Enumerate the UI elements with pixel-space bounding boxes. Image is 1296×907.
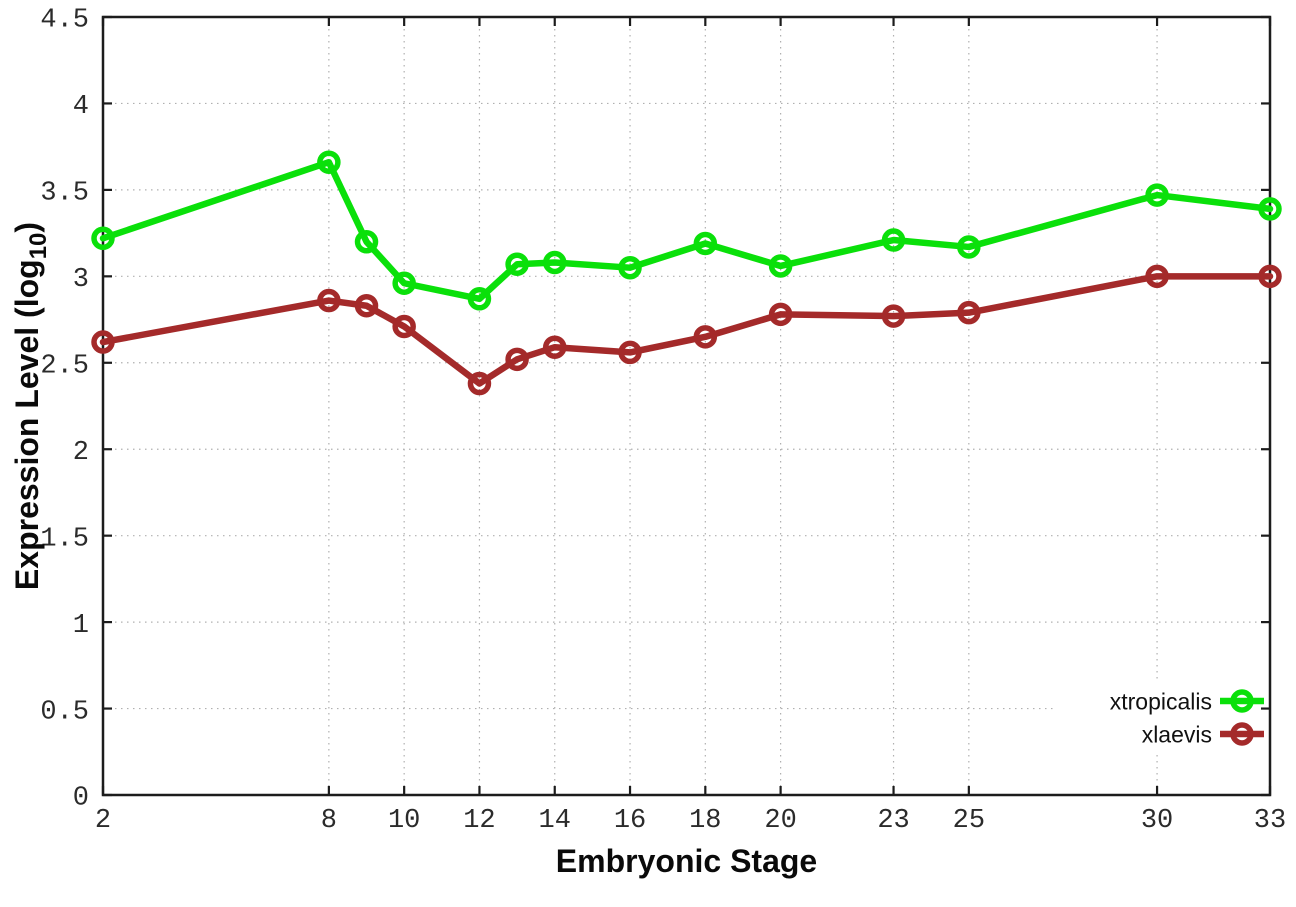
data-point-xlaevis-stage-33 bbox=[1258, 264, 1282, 289]
y-tick-label: 4 bbox=[73, 92, 89, 122]
data-point-xtropicalis-stage-8 bbox=[317, 150, 341, 174]
y-tick-label: 1.5 bbox=[40, 524, 89, 554]
data-point-xlaevis-stage-2 bbox=[91, 330, 115, 354]
data-point-xtropicalis-stage-9 bbox=[354, 230, 379, 254]
x-tick-label: 23 bbox=[877, 806, 909, 836]
data-point-xlaevis-stage-14 bbox=[542, 335, 567, 359]
data-point-xlaevis-stage-10 bbox=[392, 314, 416, 339]
data-point-xtropicalis-stage-10 bbox=[392, 271, 416, 295]
x-tick-label: 25 bbox=[953, 806, 985, 836]
series-xlaevis bbox=[91, 264, 1282, 396]
y-tick-label: 2.5 bbox=[40, 351, 89, 381]
data-point-xtropicalis-stage-30 bbox=[1145, 183, 1169, 207]
data-point-xlaevis-stage-20 bbox=[768, 302, 793, 327]
axis-tick-marks bbox=[101, 15, 1272, 797]
y-tick-label: 2 bbox=[73, 438, 89, 468]
data-point-xtropicalis-stage-12 bbox=[467, 287, 492, 311]
data-point-xlaevis-stage-18 bbox=[693, 325, 718, 349]
data-point-xlaevis-stage-13 bbox=[505, 347, 529, 372]
x-tick-label: 10 bbox=[388, 806, 420, 836]
data-point-xtropicalis-stage-2 bbox=[91, 226, 115, 251]
x-tick-label: 30 bbox=[1141, 806, 1173, 836]
x-tick-label: 33 bbox=[1254, 806, 1286, 836]
legend-sample-marker-icon bbox=[1230, 689, 1254, 713]
legend-label: xlaevis bbox=[1142, 721, 1212, 747]
x-tick-label: 8 bbox=[321, 806, 337, 836]
series-xtropicalis bbox=[91, 150, 1282, 311]
data-point-xlaevis-stage-12 bbox=[467, 371, 492, 396]
x-tick-label: 2 bbox=[95, 806, 111, 836]
data-point-xtropicalis-stage-16 bbox=[618, 255, 642, 280]
legend-sample-marker-icon bbox=[1230, 722, 1254, 746]
data-point-xlaevis-stage-9 bbox=[354, 293, 379, 318]
data-point-xlaevis-stage-23 bbox=[881, 304, 906, 328]
data-point-xtropicalis-stage-13 bbox=[505, 252, 529, 276]
x-tick-label: 16 bbox=[614, 806, 646, 836]
data-point-xtropicalis-stage-33 bbox=[1258, 197, 1282, 221]
data-point-xlaevis-stage-30 bbox=[1145, 264, 1169, 289]
data-point-xtropicalis-stage-20 bbox=[768, 254, 793, 278]
y-tick-label: 3 bbox=[73, 265, 89, 295]
y-tick-label: 0.5 bbox=[40, 697, 89, 727]
data-point-xtropicalis-stage-18 bbox=[693, 231, 718, 256]
data-point-xlaevis-stage-8 bbox=[317, 288, 341, 313]
y-tick-label: 3.5 bbox=[40, 179, 89, 209]
x-tick-label: 18 bbox=[689, 806, 721, 836]
x-axis-tick-labels: 2 8 10 12 14 16 18 20 23 25 30 33 bbox=[95, 806, 1286, 836]
legend-entry-xlaevis: xlaevis bbox=[1142, 721, 1264, 747]
y-tick-label: 0 bbox=[73, 784, 89, 814]
data-point-xtropicalis-stage-14 bbox=[542, 250, 567, 275]
x-tick-label: 12 bbox=[463, 806, 495, 836]
y-tick-label: 1 bbox=[73, 611, 89, 641]
x-tick-label: 14 bbox=[539, 806, 571, 836]
legend-entry-xtropicalis: xtropicalis bbox=[1110, 688, 1264, 714]
legend-label: xtropicalis bbox=[1110, 688, 1212, 714]
y-axis-title: Expression Level (log10) bbox=[9, 222, 52, 590]
y-tick-label: 4.5 bbox=[40, 6, 89, 36]
data-point-xlaevis-stage-25 bbox=[957, 300, 981, 325]
x-tick-label: 20 bbox=[764, 806, 796, 836]
legend-background bbox=[1056, 682, 1258, 752]
y-axis-tick-labels: 0 0.5 1 1.5 2 2.5 3 3.5 4 4.5 bbox=[40, 6, 89, 814]
data-point-xtropicalis-stage-23 bbox=[881, 228, 906, 252]
plot-border bbox=[101, 15, 1272, 797]
x-axis-title: Embryonic Stage bbox=[556, 843, 817, 879]
legend: xtropicalis xlaevis bbox=[1110, 688, 1264, 747]
data-point-xlaevis-stage-16 bbox=[618, 340, 642, 365]
data-point-xtropicalis-stage-25 bbox=[957, 235, 981, 259]
